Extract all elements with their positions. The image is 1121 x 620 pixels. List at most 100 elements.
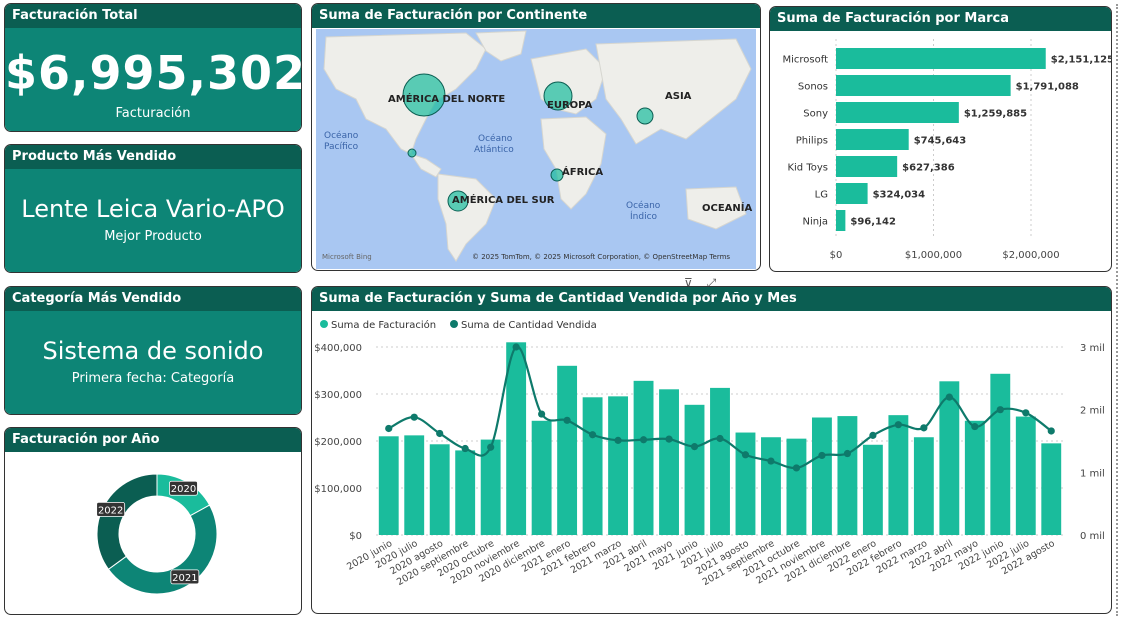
- combo-bar[interactable]: [480, 439, 501, 535]
- brand-category-label: Ninja: [802, 217, 828, 228]
- kpi-category-value: Sistema de sonido: [42, 337, 264, 365]
- brand-value-label: $1,791,088: [1016, 82, 1079, 93]
- combo-line-point[interactable]: [818, 451, 826, 460]
- donut-label-2021: 2021: [170, 569, 200, 585]
- combo-line-point[interactable]: [792, 464, 801, 472]
- combo-bar[interactable]: [557, 365, 578, 535]
- kpi-category-card[interactable]: Categoría Más Vendido Sistema de sonido …: [4, 286, 302, 415]
- combo-line-point[interactable]: [1047, 427, 1055, 435]
- oceania-shape: [685, 186, 747, 230]
- combo-bar[interactable]: [582, 397, 603, 535]
- combo-bar[interactable]: [633, 380, 654, 535]
- combo-bar[interactable]: [659, 389, 679, 535]
- combo-line-point[interactable]: [563, 416, 571, 424]
- combo-line-point[interactable]: [512, 343, 520, 351]
- brand-bar[interactable]: [836, 102, 959, 123]
- combo-line-point[interactable]: [1022, 409, 1030, 417]
- combo-line-point[interactable]: [690, 443, 699, 451]
- label-atlantic-2: Atlántico: [474, 145, 514, 155]
- combo-chart-card[interactable]: Suma de Facturación y Suma de Cantidad V…: [311, 286, 1112, 614]
- combo-line-point[interactable]: [843, 449, 852, 458]
- filter-icon[interactable]: ⊽: [684, 276, 693, 290]
- combo-line-point[interactable]: [971, 422, 979, 431]
- combo-y-tick-left: $300,000: [314, 390, 362, 401]
- donut-label-2022: 2022: [96, 501, 126, 517]
- combo-bar[interactable]: [531, 420, 552, 535]
- label-oceania: OCEANÍA: [702, 201, 753, 214]
- world-map[interactable]: AMÉRICA DEL NORTE EUROPA ASIA ÁFRICA AMÉ…: [316, 29, 756, 269]
- brand-x-tick: $1,000,000: [905, 250, 962, 261]
- combo-bar[interactable]: [761, 437, 781, 535]
- combo-line-point[interactable]: [869, 431, 877, 439]
- brand-bar[interactable]: [836, 48, 1046, 69]
- year-donut-card[interactable]: Facturación por Año 2020 2021 2022: [4, 427, 302, 615]
- combo-line-point[interactable]: [639, 436, 648, 444]
- combo-bar[interactable]: [455, 450, 476, 535]
- combo-line-point[interactable]: [487, 443, 495, 451]
- combo-line-point[interactable]: [741, 451, 750, 459]
- focus-mode-icon[interactable]: ⤢: [706, 276, 717, 290]
- kpi-total-value: $6,995,302: [5, 46, 302, 100]
- combo-bar[interactable]: [939, 381, 960, 535]
- combo-line-point[interactable]: [894, 421, 902, 429]
- asia-bubble[interactable]: [636, 107, 654, 125]
- label-europe: EUROPA: [547, 100, 593, 111]
- brand-bar[interactable]: [836, 183, 868, 204]
- combo-line-point[interactable]: [461, 444, 469, 453]
- combo-line-point[interactable]: [410, 413, 418, 421]
- combo-bar[interactable]: [862, 444, 883, 535]
- combo-line: [388, 345, 1052, 470]
- combo-line-point[interactable]: [665, 435, 673, 443]
- africa-bubble[interactable]: [550, 168, 564, 182]
- combo-line-point[interactable]: [716, 434, 724, 443]
- combo-bar[interactable]: [608, 396, 629, 535]
- combo-line-point[interactable]: [614, 436, 622, 444]
- brand-bar[interactable]: [836, 75, 1011, 96]
- combo-line-point[interactable]: [385, 424, 393, 433]
- combo-bar[interactable]: [506, 342, 527, 535]
- brand-bar[interactable]: [836, 156, 898, 177]
- donut-slice-2022[interactable]: [96, 473, 158, 570]
- combo-bar[interactable]: [786, 438, 807, 535]
- label-south-america: AMÉRICA DEL SUR: [452, 193, 555, 206]
- combo-line-point[interactable]: [588, 431, 597, 439]
- combo-bar[interactable]: [684, 404, 705, 535]
- brand-bar-chart: $0 $1,000,000 $2,000,000 Microsoft $2,151,12…: [782, 39, 1111, 261]
- kpi-total-card[interactable]: Facturación Total $6,995,302 Facturación: [4, 3, 302, 132]
- donut-slice-2021[interactable]: [107, 504, 218, 595]
- central-america-bubble[interactable]: [407, 148, 417, 158]
- combo-bar[interactable]: [837, 416, 858, 535]
- combo-line-point[interactable]: [945, 393, 953, 401]
- combo-bar[interactable]: [735, 432, 756, 535]
- combo-bar[interactable]: [913, 437, 934, 535]
- combo-bar[interactable]: [811, 417, 832, 536]
- svg-text:Suma de Facturación: Suma de Facturación: [331, 319, 436, 331]
- svg-text:2020: 2020: [171, 484, 196, 495]
- combo-bar[interactable]: [429, 444, 450, 535]
- combo-bar[interactable]: [990, 373, 1011, 535]
- combo-bar[interactable]: [964, 420, 985, 535]
- map-card[interactable]: Suma de Facturación por Continente AMÉRI…: [311, 3, 761, 271]
- combo-line-point[interactable]: [996, 406, 1004, 414]
- north-america-bubble[interactable]: [402, 73, 446, 117]
- greenland-shape: [475, 30, 527, 62]
- combo-bar[interactable]: [1041, 443, 1062, 535]
- combo-bar[interactable]: [1015, 416, 1036, 535]
- kpi-product-card[interactable]: Producto Más Vendido Lente Leica Vario-A…: [4, 144, 302, 273]
- brand-chart-card[interactable]: Suma de Facturación por Marca $0 $1,000,0…: [769, 6, 1112, 272]
- map-copyright[interactable]: © 2025 TomTom, © 2025 Microsoft Corporat…: [472, 253, 730, 261]
- brand-bar[interactable]: [836, 129, 909, 150]
- combo-bar[interactable]: [710, 387, 730, 535]
- combo-line-point[interactable]: [538, 410, 546, 418]
- south-america-bubble[interactable]: [447, 190, 469, 212]
- combo-y-tick-right: 0 mil: [1080, 531, 1105, 542]
- combo-bar[interactable]: [888, 415, 909, 535]
- brand-bar[interactable]: [836, 210, 846, 231]
- europe-bubble[interactable]: [543, 81, 573, 111]
- svg-text:2022: 2022: [98, 505, 123, 516]
- combo-line-point[interactable]: [767, 457, 775, 465]
- combo-bar[interactable]: [378, 436, 399, 535]
- combo-line-point[interactable]: [920, 424, 928, 432]
- combo-bar[interactable]: [404, 435, 425, 535]
- combo-line-point[interactable]: [436, 429, 444, 438]
